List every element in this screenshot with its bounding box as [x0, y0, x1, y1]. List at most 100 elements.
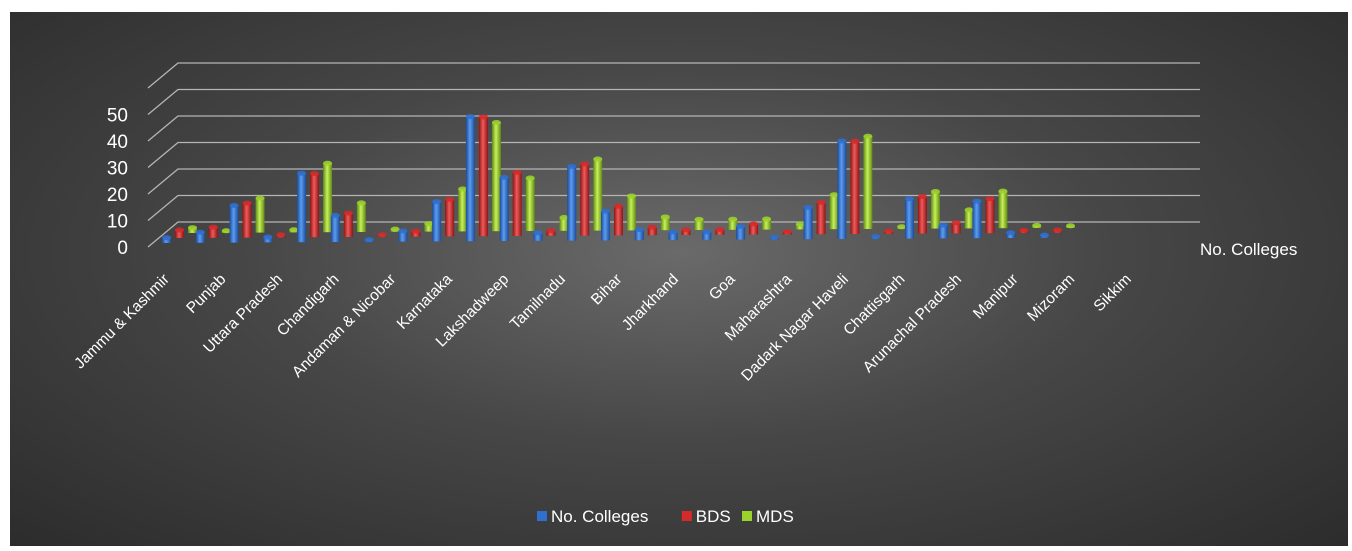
bar-cap [1066, 223, 1075, 229]
bar-cap [310, 171, 320, 177]
category-label: Bihar [588, 271, 626, 309]
bar-cap [424, 221, 434, 227]
category-label: Manipur [970, 271, 1022, 323]
bar [964, 209, 974, 229]
bar [863, 136, 873, 229]
bar-cap [525, 175, 535, 181]
bar [749, 224, 759, 235]
bar-cap [668, 229, 678, 235]
bar [647, 227, 657, 236]
bars [162, 114, 1075, 243]
legend: No. Colleges BDS MDS [537, 507, 794, 526]
category-label: Dadark Nagar Haveli [738, 271, 852, 385]
bar [255, 198, 265, 233]
bar-cap [432, 199, 442, 205]
bar-cap [343, 210, 353, 216]
bar-cap [829, 192, 839, 198]
bar-cap [850, 138, 860, 144]
bar-cap [938, 222, 948, 228]
bar [432, 201, 442, 242]
gridline [147, 88, 1200, 115]
bar [533, 232, 543, 241]
bar-cap [323, 160, 333, 166]
bar-cap [546, 228, 556, 233]
bar [601, 211, 610, 241]
category-label: Jharkhand [619, 271, 682, 334]
bar [668, 232, 678, 240]
bar-cap [491, 120, 501, 126]
bar-cap [964, 207, 974, 213]
bar [803, 207, 813, 240]
bar [951, 222, 961, 234]
bar-cap [499, 174, 509, 180]
bar [330, 215, 340, 242]
bar [614, 206, 623, 236]
bar [795, 224, 805, 230]
bar [694, 219, 704, 230]
bar-cap [411, 228, 421, 234]
bar [242, 203, 252, 238]
bar-cap [1053, 227, 1062, 233]
bar-cap [1040, 232, 1049, 238]
bar [972, 201, 982, 239]
bar [1006, 232, 1016, 238]
bar-cap [390, 226, 400, 232]
legend-label: MDS [756, 507, 794, 526]
bar-cap [297, 170, 307, 176]
bar [938, 225, 948, 239]
bar [567, 166, 577, 241]
bar-cap [195, 229, 205, 235]
bar [627, 195, 636, 231]
bar [323, 163, 333, 233]
bar [728, 219, 738, 230]
bar [559, 217, 569, 231]
bar-cap [930, 189, 940, 194]
bar-cap [478, 114, 488, 120]
bar-cap [229, 203, 239, 208]
legend-label: No. Colleges [551, 507, 648, 526]
y-tick-label: 10 [107, 212, 128, 233]
bar-cap [647, 224, 657, 230]
bar-cap [749, 221, 759, 227]
bar [162, 237, 171, 243]
bar-cap [458, 186, 468, 192]
bar-cap [255, 195, 265, 201]
gridline [147, 115, 1200, 142]
bar-cap [208, 224, 218, 230]
bar [829, 194, 839, 230]
bar-cap [728, 216, 738, 222]
bar-cap [593, 156, 603, 162]
bar-cap [398, 228, 408, 234]
bar-cap [904, 196, 914, 202]
bar-cap [465, 114, 475, 120]
chart-svg: 0 10 20 30 40 50 Jammu & Kashmir PunjabUttara … [71, 62, 1297, 526]
bar-cap [795, 221, 805, 227]
bar [398, 231, 408, 242]
gridline [147, 62, 1200, 89]
bar-cap [580, 161, 590, 167]
bar [681, 229, 691, 235]
bar-cap [567, 163, 577, 169]
y-tick-label: 30 [107, 159, 128, 180]
bar-cap [871, 234, 881, 240]
bar [356, 202, 366, 232]
bar [499, 177, 509, 241]
category-label: Punjab [183, 271, 229, 317]
category-label: Andaman & Nicobar [289, 271, 399, 381]
bar-cap [762, 216, 772, 222]
bar-cap [601, 208, 610, 214]
category-label: Jammu & Kashmir [71, 271, 173, 373]
bar [702, 231, 712, 240]
bar-cap [1032, 222, 1042, 228]
bar-cap [627, 193, 636, 199]
bar-cap [715, 227, 725, 232]
gridlines [147, 62, 1200, 248]
chart-area: 0 10 20 30 40 50 Jammu & Kashmir Punjab Uttara … [10, 12, 1348, 546]
bar-cap [803, 204, 813, 210]
bar-cap [188, 225, 197, 231]
bar [762, 219, 772, 230]
bar-cap [634, 227, 644, 233]
bar-cap [998, 188, 1008, 194]
bar [175, 230, 184, 238]
